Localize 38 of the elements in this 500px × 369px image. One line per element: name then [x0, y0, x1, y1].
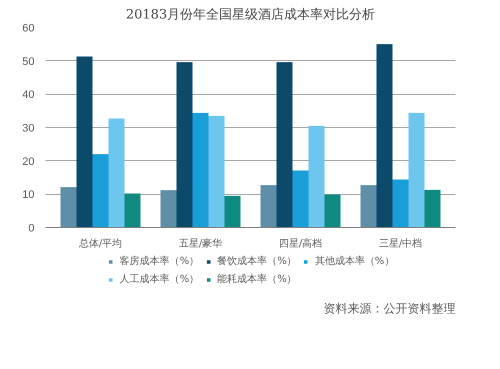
x-tick-label: 四星/高档: [278, 238, 322, 250]
bar: [108, 118, 124, 228]
bar: [292, 170, 308, 228]
bar: [308, 126, 324, 228]
bar: [224, 196, 240, 228]
bar: [76, 56, 92, 228]
bar: [260, 185, 276, 228]
bar: [360, 185, 376, 228]
bar: [124, 194, 140, 228]
bar: [276, 62, 292, 228]
x-tick-label: 总体/平均: [78, 238, 122, 250]
bar: [208, 116, 224, 228]
legend-label: 餐饮成本率（%）: [217, 254, 297, 268]
chart-title: 20183月份年全国星级酒店成本率对比分析: [126, 6, 376, 22]
bar: [324, 194, 340, 228]
y-tick-label: 30: [22, 122, 35, 134]
bar: [408, 112, 424, 228]
legend-label: 人工成本率（%）: [120, 272, 200, 286]
y-tick-label: 0: [28, 222, 35, 234]
bar: [176, 62, 192, 228]
legend-label: 客房成本率（%）: [120, 254, 200, 268]
y-tick-label: 40: [22, 89, 35, 102]
text: 资料来源：公开资料整理: [324, 302, 456, 316]
bar: [192, 112, 208, 228]
bar: [392, 180, 408, 228]
y-tick-label: 20: [22, 156, 35, 168]
x-tick-label: 五星/豪华: [178, 238, 222, 250]
bar: [376, 44, 392, 228]
y-tick-label: 60: [22, 22, 35, 34]
bar: [92, 154, 108, 228]
bar: [424, 190, 440, 228]
bar: [160, 190, 176, 228]
x-tick-label: 三星/中档: [378, 238, 422, 250]
legend-label: 其他成本率（%）: [314, 254, 394, 268]
y-tick-label: 10: [22, 189, 35, 202]
legend-label: 能耗成本率（%）: [217, 272, 297, 286]
y-tick-label: 50: [22, 56, 35, 68]
bar: [60, 187, 76, 228]
